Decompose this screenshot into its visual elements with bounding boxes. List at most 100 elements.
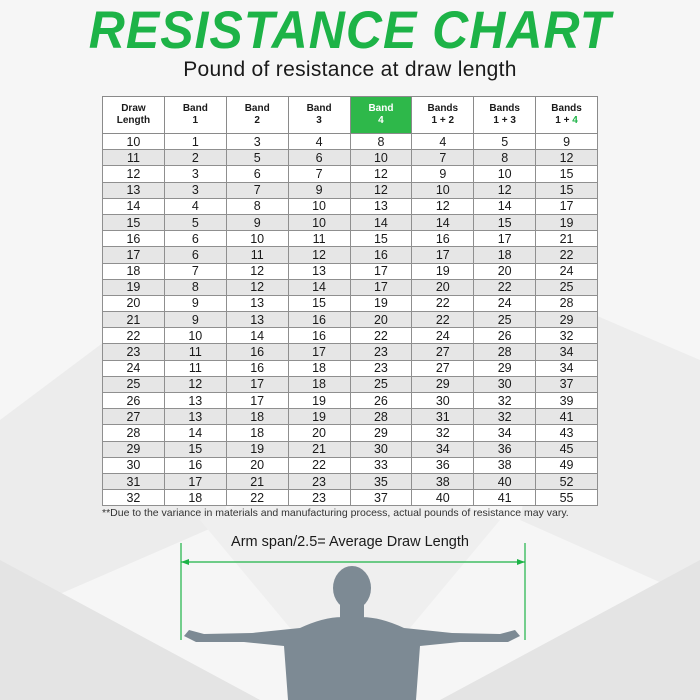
table-cell: 16: [163, 456, 227, 474]
table-cell: 12: [473, 181, 537, 199]
table-cell: 17: [163, 472, 227, 491]
table-cell: 3: [225, 132, 289, 151]
table-cell: 14: [102, 197, 165, 215]
table-cell: 38: [473, 456, 537, 474]
table-cell: 18: [287, 375, 351, 394]
table-cell: 5: [473, 132, 537, 151]
table-row: 18 7 12 13 17 19 20 24: [102, 262, 598, 280]
table-cell: 41: [535, 408, 598, 426]
table-cell: 12: [287, 246, 351, 264]
table-cell: 32: [102, 489, 165, 507]
table-cell: 34: [535, 343, 598, 361]
table-cell: 14: [287, 278, 351, 296]
table-cell: 16: [411, 230, 475, 248]
table-cell: 27: [411, 359, 475, 377]
table-cell: 32: [473, 408, 537, 426]
table-cell: 8: [349, 132, 413, 151]
table-cell: 34: [535, 359, 598, 377]
table-cell: 25: [349, 375, 413, 394]
table-cell: 8: [473, 149, 537, 167]
table-cell: 6: [163, 230, 227, 248]
table-cell: 55: [535, 489, 598, 507]
table-cell: 29: [102, 440, 165, 458]
table-cell: 9: [225, 213, 289, 232]
table-cell: 17: [349, 278, 413, 296]
table-cell: 34: [473, 424, 537, 442]
table-cell: 5: [163, 213, 227, 232]
table-cell: 23: [102, 343, 165, 361]
table-cell: 11: [225, 246, 289, 264]
table-cell: 24: [102, 359, 165, 377]
table-cell: 17: [349, 262, 413, 280]
table-cell: 23: [349, 343, 413, 361]
table-cell: 4: [411, 132, 475, 151]
header-band-3: Band 3: [287, 96, 351, 134]
table-row: 10 1 3 4 8 4 5 9: [102, 132, 598, 151]
table-cell: 25: [473, 311, 537, 329]
table-cell: 49: [535, 456, 598, 474]
table-cell: 10: [411, 181, 475, 199]
table-cell: 17: [411, 246, 475, 264]
table-cell: 10: [287, 213, 351, 232]
table-cell: 7: [287, 165, 351, 183]
table-row: 16 6 10 11 15 16 17 21: [102, 230, 598, 248]
header-band-1: Band 1: [163, 96, 227, 134]
table-cell: 6: [287, 149, 351, 167]
table-cell: 22: [225, 489, 289, 507]
table-cell: 29: [349, 424, 413, 442]
table-row: 19 8 12 14 17 20 22 25: [102, 278, 598, 296]
table-cell: 13: [163, 391, 227, 410]
table-cell: 26: [349, 391, 413, 410]
table-cell: 12: [349, 181, 413, 199]
table-cell: 35: [349, 472, 413, 491]
table-row: 30 16 20 22 33 36 38 49: [102, 456, 598, 474]
table-row: 14 4 8 10 13 12 14 17: [102, 197, 598, 215]
table-cell: 15: [535, 165, 598, 183]
table-cell: 16: [102, 230, 165, 248]
table-cell: 9: [287, 181, 351, 199]
table-cell: 19: [225, 440, 289, 458]
table-cell: 24: [535, 262, 598, 280]
table-cell: 33: [349, 456, 413, 474]
table-row: 32 18 22 23 37 40 41 55: [102, 489, 598, 507]
table-cell: 7: [163, 262, 227, 280]
table-cell: 19: [349, 294, 413, 313]
table-cell: 31: [411, 408, 475, 426]
table-cell: 10: [225, 230, 289, 248]
table-row: 12 3 6 7 12 9 10 15: [102, 165, 598, 183]
table-body: 10 1 3 4 8 4 5 9 11 2 5 6 10 7 8 12 12 3 6 7 12 9 10 15 13 3 7 9 12 1…: [102, 132, 598, 507]
table-cell: 6: [163, 246, 227, 264]
table-cell: 30: [102, 456, 165, 474]
table-cell: 13: [225, 311, 289, 329]
table-cell: 22: [349, 327, 413, 345]
table-cell: 30: [349, 440, 413, 458]
table-cell: 21: [535, 230, 598, 248]
table-cell: 26: [473, 327, 537, 345]
table-cell: 23: [287, 472, 351, 491]
table-header-row: Draw Length Band 1 Band 2 Band 3 Band 4 Bands…: [102, 96, 598, 134]
table-row: 17 6 11 12 16 17 18 22: [102, 246, 598, 264]
header-bands-1-2: Bands 1 + 2: [411, 96, 475, 134]
table-row: 28 14 18 20 29 32 34 43: [102, 424, 598, 442]
table-row: 26 13 17 19 26 30 32 39: [102, 391, 598, 410]
table-cell: 17: [473, 230, 537, 248]
table-cell: 29: [535, 311, 598, 329]
table-cell: 4: [163, 197, 227, 215]
table-cell: 28: [473, 343, 537, 361]
table-cell: 16: [287, 311, 351, 329]
table-cell: 14: [473, 197, 537, 215]
table-cell: 28: [102, 424, 165, 442]
page-subtitle: Pound of resistance at draw length: [183, 58, 517, 81]
table-cell: 12: [163, 375, 227, 394]
table-cell: 22: [535, 246, 598, 264]
table-row: 21 9 13 16 20 22 25 29: [102, 311, 598, 329]
table-cell: 1: [163, 132, 227, 151]
table-cell: 30: [411, 391, 475, 410]
table-cell: 36: [473, 440, 537, 458]
table-cell: 41: [473, 489, 537, 507]
table-cell: 37: [535, 375, 598, 394]
table-cell: 15: [287, 294, 351, 313]
table-cell: 9: [163, 311, 227, 329]
table-cell: 17: [225, 391, 289, 410]
table-cell: 6: [225, 165, 289, 183]
